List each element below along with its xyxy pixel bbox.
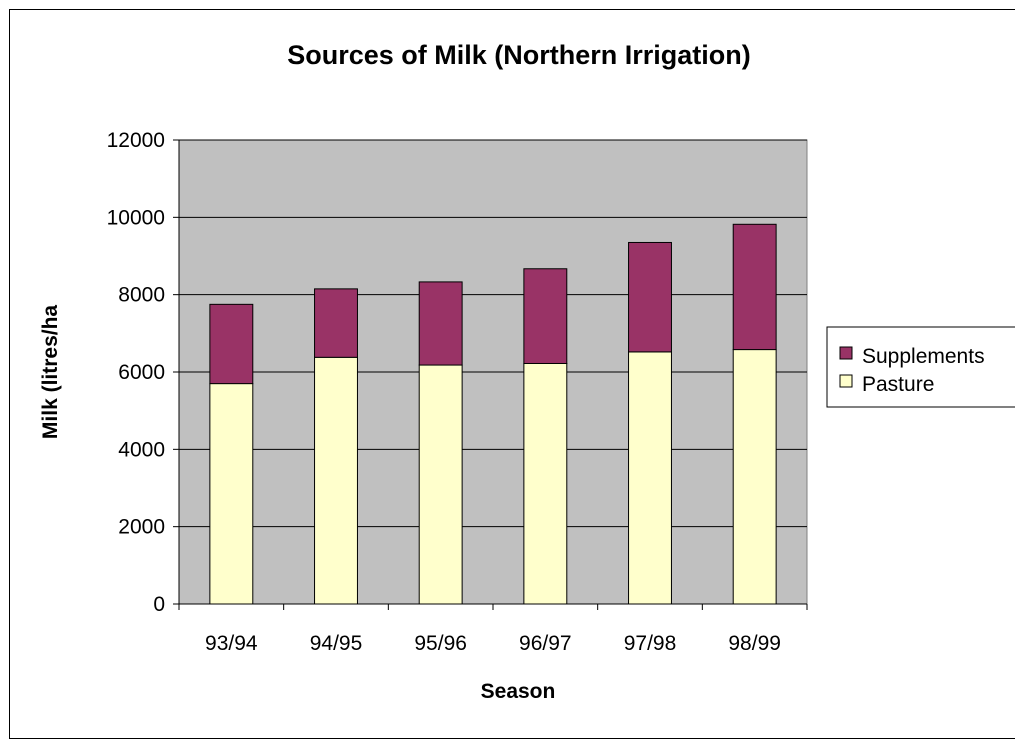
- bar-pasture-97-98: [628, 351, 672, 605]
- bar-pasture-94-95: [314, 356, 358, 605]
- x-tick-label-2: 95/96: [414, 632, 467, 655]
- y-tick-label-1: 2000: [118, 516, 165, 539]
- y-tick-label-5: 10000: [107, 206, 165, 229]
- bars: [209, 223, 777, 605]
- bar-pasture-96-97: [523, 362, 568, 605]
- bar-pasture-95-96: [418, 364, 463, 605]
- gridlines: [179, 139, 807, 528]
- legend-box: [826, 326, 1015, 408]
- bar-pasture-93-94: [209, 383, 254, 605]
- bar-pasture-98-99: [732, 349, 777, 605]
- bar-supplements-95-96: [418, 281, 463, 366]
- y-tick-label-4: 8000: [118, 284, 165, 307]
- bar-supplements-93-94: [209, 303, 254, 385]
- y-tick-label-3: 6000: [118, 361, 165, 384]
- y-tick-label-0: 0: [153, 593, 165, 616]
- bar-supplements-97-98: [628, 241, 672, 353]
- y-tick-label-2: 4000: [118, 438, 165, 461]
- legend-swatch-supplements: [839, 346, 853, 360]
- x-axis-label: Season: [481, 680, 556, 703]
- x-axis: 93/94 94/95 95/96 96/97 97/98 98/99: [178, 603, 808, 655]
- x-tick-label-5: 98/99: [728, 632, 781, 655]
- legend-swatch-pasture: [839, 374, 853, 388]
- bar-supplements-98-99: [732, 223, 777, 351]
- legend-label-pasture: Pasture: [862, 373, 934, 396]
- x-tick-label-4: 97/98: [624, 632, 677, 655]
- y-tick-label-6: 12000: [107, 129, 165, 152]
- x-tick-label-1: 94/95: [310, 632, 363, 655]
- legend-label-supplements: Supplements: [862, 345, 985, 368]
- y-axis-label: Milk (litres/ha: [39, 305, 62, 440]
- x-tick-label-3: 96/97: [519, 632, 572, 655]
- chart-title: Sources of Milk (Northern Irrigation): [287, 40, 751, 70]
- bar-supplements-96-97: [523, 268, 568, 364]
- legend: Supplements Pasture: [826, 326, 1015, 408]
- y-axis: 0 2000 4000 6000 8000 10000 12000: [107, 129, 180, 616]
- x-tick-label-0: 93/94: [205, 632, 258, 655]
- bar-supplements-94-95: [314, 288, 358, 358]
